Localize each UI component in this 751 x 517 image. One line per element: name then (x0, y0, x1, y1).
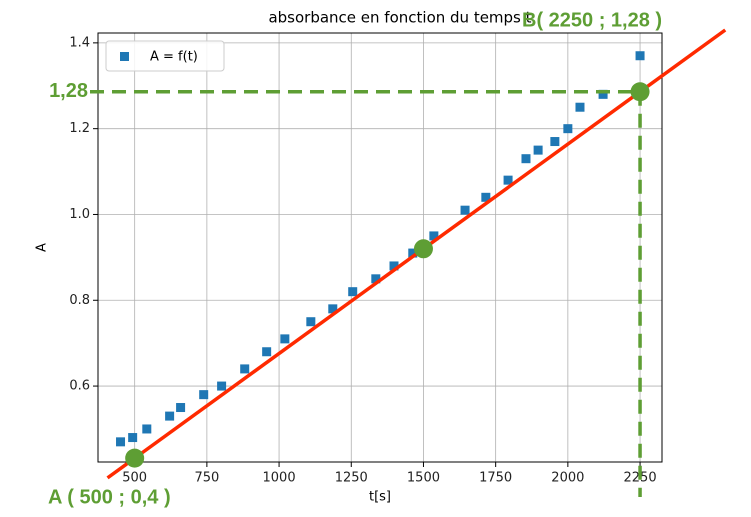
data-point (408, 248, 418, 258)
data-point (142, 424, 152, 434)
annotation: 1,28 (49, 80, 88, 102)
data-point (533, 145, 543, 155)
data-point (635, 51, 645, 61)
y-tick-label: 1.0 (69, 207, 90, 222)
data-point (521, 154, 531, 164)
data-point (165, 411, 175, 421)
data-point (280, 334, 290, 344)
annotation: A ( 500 ; 0,4 ) (48, 486, 171, 508)
legend-box (105, 40, 225, 72)
data-point (306, 317, 316, 327)
highlight-point (125, 448, 145, 468)
data-point (176, 403, 186, 413)
data-point (240, 364, 250, 374)
data-point (262, 347, 272, 357)
legend-label: A = f(t) (150, 50, 198, 65)
chart-title: absorbance en fonction du temps t (268, 9, 531, 27)
x-tick-label: 500 (122, 471, 147, 486)
x-tick-label: 750 (194, 471, 219, 486)
x-tick-label: 1750 (479, 471, 512, 486)
data-point (575, 102, 585, 112)
legend-marker (120, 52, 129, 61)
data-point (217, 381, 227, 391)
y-tick-label: 0.8 (69, 293, 90, 308)
data-point (550, 137, 560, 147)
x-tick-label: 2000 (551, 471, 584, 486)
highlight-point (413, 239, 433, 259)
data-point (389, 261, 399, 271)
data-point (371, 274, 381, 284)
annotation: B( 2250 ; 1,28 ) (522, 9, 662, 31)
data-point (116, 437, 126, 447)
data-point (328, 304, 338, 314)
data-point (503, 175, 513, 185)
data-point (460, 205, 470, 215)
axes-frame (97, 32, 663, 463)
x-tick-label: 1250 (335, 471, 368, 486)
y-tick-label: 0.6 (69, 379, 90, 394)
data-point (481, 192, 491, 202)
highlight-point (630, 82, 650, 102)
data-point (128, 433, 138, 443)
data-point (429, 231, 439, 241)
y-tick-label: 1.4 (69, 35, 90, 50)
data-point (563, 124, 573, 134)
x-tick-label: 1000 (263, 471, 296, 486)
y-tick-label: 1.2 (69, 121, 90, 136)
x-tick-label: 1500 (407, 471, 440, 486)
data-point (598, 89, 608, 99)
x-axis-label: t[s] (369, 490, 391, 505)
data-point (348, 287, 358, 297)
y-axis-label: A (35, 243, 50, 252)
data-point (199, 390, 209, 400)
